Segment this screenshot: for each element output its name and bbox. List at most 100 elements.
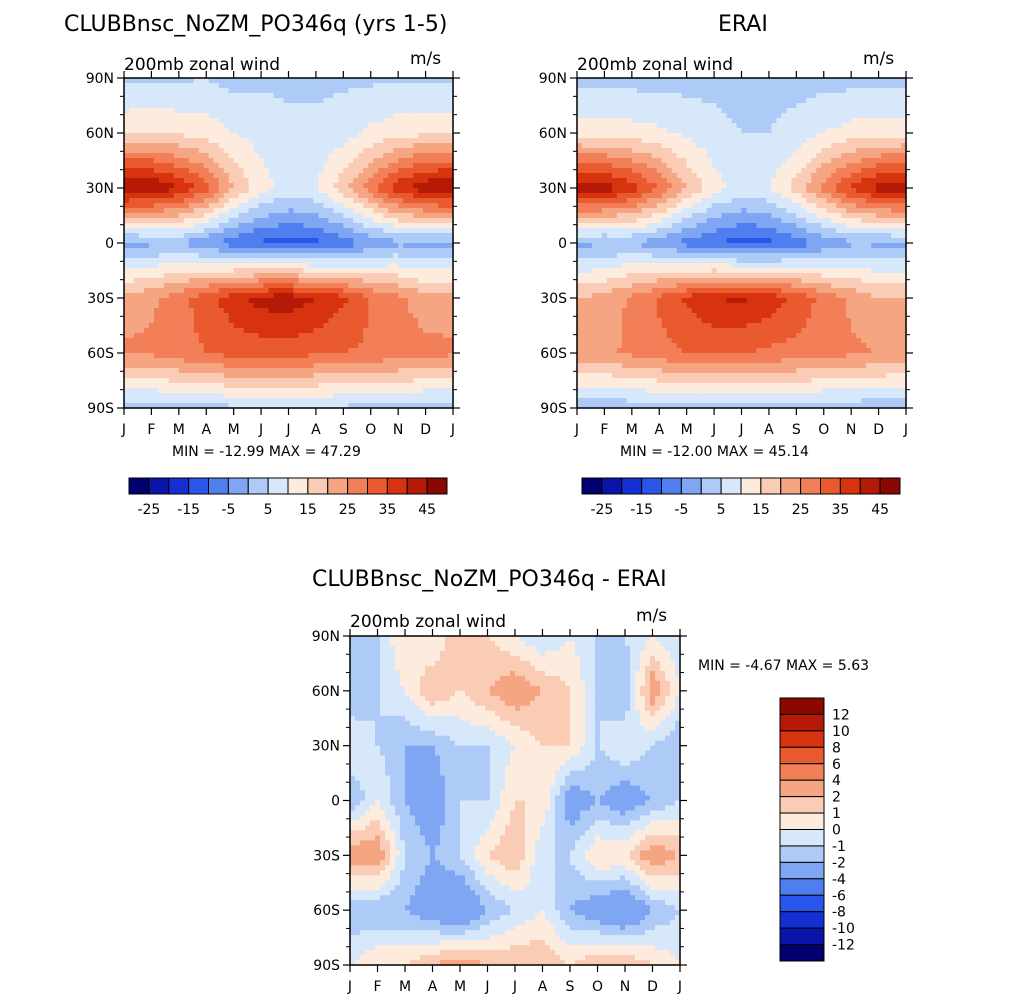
- left-cell: [428, 343, 434, 349]
- left-cell: [208, 133, 215, 139]
- left-cell: [143, 283, 150, 289]
- left-cell: [183, 108, 190, 114]
- left-cell: [413, 83, 419, 89]
- left-cell: [203, 343, 210, 349]
- left-cell: [383, 223, 389, 229]
- right-cell: [601, 88, 608, 94]
- left-cell: [238, 293, 245, 299]
- left-cell: [358, 108, 364, 114]
- left-cell: [353, 198, 359, 204]
- left-cell: [428, 248, 434, 254]
- left-cell: [288, 83, 295, 89]
- left-cell: [438, 318, 444, 324]
- left-cell: [438, 218, 444, 224]
- left-cell: [198, 228, 205, 234]
- left-cell: [308, 398, 315, 404]
- left-cell: [393, 193, 399, 199]
- left-cell: [313, 223, 319, 229]
- left-cell: [413, 338, 419, 344]
- left-cell: [213, 388, 220, 394]
- left-cell: [243, 123, 250, 129]
- left-cell: [288, 143, 295, 149]
- left-cell: [403, 338, 409, 344]
- left-cell: [378, 168, 384, 174]
- left-cell: [293, 203, 300, 209]
- left-cell: [173, 198, 180, 204]
- left-cell: [168, 163, 175, 169]
- left-cell: [408, 128, 414, 134]
- right-cell: [766, 108, 772, 114]
- left-cell: [148, 208, 155, 214]
- left-cell: [148, 98, 155, 104]
- left-cell: [193, 78, 200, 84]
- left-cell: [293, 398, 300, 404]
- left-cell: [333, 138, 339, 144]
- left-cell: [138, 138, 145, 144]
- right-cell: [671, 88, 678, 94]
- right-cell: [701, 108, 708, 114]
- left-cell: [213, 83, 220, 89]
- left-cell: [133, 303, 140, 309]
- left-month-label: A: [311, 422, 321, 438]
- left-cell: [358, 223, 364, 229]
- left-cell: [313, 278, 319, 284]
- left-cell: [168, 393, 175, 399]
- left-cell: [233, 138, 240, 144]
- left-cell: [283, 313, 290, 319]
- right-cell: [876, 98, 882, 104]
- left-cell: [253, 198, 260, 204]
- left-cell: [178, 178, 185, 184]
- left-cell: [168, 313, 175, 319]
- left-cell: [268, 343, 275, 349]
- left-cell: [318, 398, 324, 404]
- left-cell: [443, 93, 449, 99]
- left-cell: [223, 193, 230, 199]
- left-cell: [233, 118, 240, 124]
- left-cell: [143, 193, 150, 199]
- left-cell: [398, 228, 404, 234]
- left-cell: [233, 368, 240, 374]
- left-cell: [153, 288, 160, 294]
- left-cell: [198, 83, 205, 89]
- left-cell: [253, 278, 260, 284]
- left-cell: [203, 363, 210, 369]
- left-cell: [393, 393, 399, 399]
- left-cell: [358, 158, 364, 164]
- left-cell: [258, 208, 265, 214]
- left-cell: [328, 313, 334, 319]
- left-cell: [148, 368, 155, 374]
- left-cell: [388, 173, 394, 179]
- left-cell: [383, 348, 389, 354]
- left-cell: [228, 223, 235, 229]
- left-cell: [163, 278, 170, 284]
- left-cell: [248, 133, 255, 139]
- left-cell: [443, 328, 449, 334]
- left-cell: [163, 83, 170, 89]
- left-colorbar-swatch: [208, 477, 229, 495]
- left-cell: [183, 328, 190, 334]
- left-cell: [268, 388, 275, 394]
- left-cell: [183, 313, 190, 319]
- left-cell: [153, 338, 160, 344]
- left-cell: [388, 268, 394, 274]
- left-cell: [343, 138, 349, 144]
- left-cell: [393, 378, 399, 384]
- left-cell: [393, 143, 399, 149]
- right-cell: [636, 98, 643, 104]
- left-cell: [353, 153, 359, 159]
- right-units: m/s: [863, 49, 894, 69]
- left-cell: [258, 168, 265, 174]
- right-cell: [816, 78, 822, 84]
- left-cell: [124, 128, 130, 134]
- left-cell: [293, 128, 300, 134]
- left-cell: [348, 338, 354, 344]
- left-cell: [248, 253, 255, 259]
- left-cell: [368, 168, 374, 174]
- left-cell: [368, 313, 374, 319]
- left-cell: [433, 333, 439, 339]
- right-cell: [826, 103, 832, 109]
- right-cell: [726, 108, 733, 114]
- left-cell: [368, 158, 374, 164]
- right-cell: [651, 103, 658, 109]
- left-cell: [273, 343, 280, 349]
